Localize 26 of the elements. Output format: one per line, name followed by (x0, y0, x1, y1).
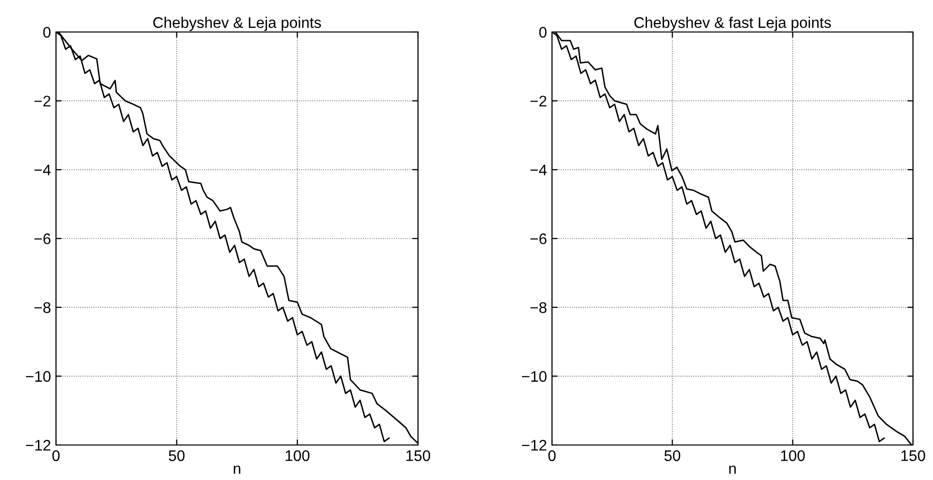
y-tick-label: −6 (34, 233, 50, 244)
chart-title: Chebyshev & fast Leja points (634, 16, 831, 32)
x-tick-label: 150 (901, 450, 926, 462)
y-tick-label: −12 (522, 440, 546, 451)
y-tick-label: −10 (522, 371, 547, 382)
y-tick-label: 0 (539, 26, 547, 38)
y-tick-label: −2 (530, 96, 546, 106)
y-tick-label: −12 (26, 440, 50, 451)
x-tick-label: 50 (168, 450, 185, 462)
x-tick-label: 100 (286, 450, 310, 462)
x-tick-label: 100 (781, 450, 805, 462)
y-tick-label: −4 (530, 164, 547, 176)
x-axis-title: n (234, 466, 240, 474)
y-tick-label: −8 (530, 302, 546, 314)
y-tick-label: −10 (26, 371, 51, 382)
chart-title: Chebyshev & Leja points (153, 16, 321, 32)
x-tick-label: 0 (52, 450, 60, 462)
y-tick-label: −4 (34, 164, 51, 176)
x-axis-title: n (729, 466, 736, 474)
y-tick-label: −8 (34, 302, 50, 314)
x-tick-label: 0 (548, 450, 556, 462)
x-tick-label: 50 (664, 450, 680, 462)
y-tick-label: −6 (530, 233, 546, 244)
y-tick-label: −2 (34, 96, 50, 106)
x-tick-label: 150 (406, 450, 430, 462)
y-tick-label: 0 (43, 26, 51, 38)
